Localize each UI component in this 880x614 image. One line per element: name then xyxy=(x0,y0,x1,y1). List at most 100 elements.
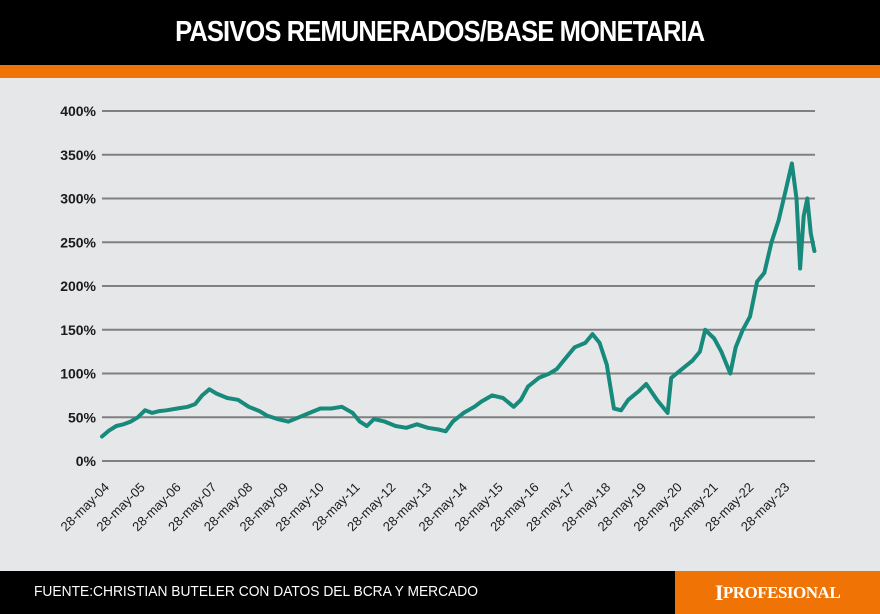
y-tick-label: 150% xyxy=(60,322,96,338)
data-point xyxy=(669,376,674,380)
data-point xyxy=(572,345,577,350)
data-point xyxy=(536,376,541,380)
data-point xyxy=(404,425,409,430)
data-point xyxy=(121,422,126,427)
data-point xyxy=(590,332,595,336)
data-point xyxy=(680,367,684,371)
data-point xyxy=(619,408,623,413)
header-bar: PASIVOS REMUNERADOS/BASE MONETARIA xyxy=(0,0,880,65)
data-point xyxy=(143,408,147,413)
data-point xyxy=(393,424,398,428)
data-point xyxy=(436,427,441,432)
line-chart: 0%50%100%150%200%250%300%350%400%28-may-… xyxy=(58,103,817,534)
data-point xyxy=(604,362,609,367)
data-point xyxy=(798,266,802,271)
data-point xyxy=(665,411,670,415)
y-tick-label: 200% xyxy=(60,278,96,294)
data-point xyxy=(318,406,323,411)
data-point xyxy=(748,314,752,319)
data-point xyxy=(365,424,369,428)
data-point xyxy=(637,389,641,393)
data-point xyxy=(728,371,733,376)
data-point xyxy=(511,404,516,409)
data-point xyxy=(690,358,695,363)
data-point xyxy=(655,397,659,402)
y-tick-label: 0% xyxy=(76,453,97,469)
data-point xyxy=(200,393,205,398)
data-point xyxy=(107,428,111,433)
data-point xyxy=(114,424,119,428)
series-line xyxy=(100,161,817,439)
data-point xyxy=(472,404,477,409)
accent-bar xyxy=(0,65,880,78)
data-point xyxy=(812,249,817,253)
data-point xyxy=(340,404,344,409)
data-point xyxy=(257,409,262,413)
data-point xyxy=(597,341,602,345)
data-point xyxy=(350,411,355,415)
data-point xyxy=(225,396,230,400)
source-note: FUENTE:CHRISTIAN BUTELER CON DATOS DEL B… xyxy=(34,583,478,600)
y-tick-label: 400% xyxy=(60,103,96,119)
data-point xyxy=(372,417,376,421)
data-point xyxy=(175,406,179,411)
data-point xyxy=(501,396,505,400)
y-tick-label: 250% xyxy=(60,234,96,250)
y-tick-label: 50% xyxy=(68,409,97,425)
data-point xyxy=(186,404,190,409)
data-point xyxy=(307,411,312,415)
data-point xyxy=(554,367,559,371)
data-point xyxy=(490,393,495,398)
data-point xyxy=(479,399,484,404)
data-point xyxy=(286,419,290,424)
data-point xyxy=(519,397,523,402)
data-point xyxy=(100,434,104,439)
data-point xyxy=(526,384,530,389)
chart-title: PASIVOS REMUNERADOS/BASE MONETARIA xyxy=(175,16,705,48)
data-point xyxy=(329,406,333,411)
iprofesional-logo: I PROFESIONAL xyxy=(675,571,880,614)
data-point xyxy=(809,231,813,236)
data-point xyxy=(698,349,702,354)
data-point xyxy=(741,327,745,332)
data-point xyxy=(769,240,774,245)
data-point xyxy=(443,429,448,434)
data-point xyxy=(612,406,616,411)
data-point xyxy=(275,417,280,421)
data-point xyxy=(128,419,133,424)
footer-bar: FUENTE:CHRISTIAN BUTELER CON DATOS DEL B… xyxy=(0,571,880,614)
data-point xyxy=(246,404,251,409)
data-point xyxy=(164,408,169,413)
data-point xyxy=(644,382,648,386)
data-point xyxy=(790,161,794,166)
data-point xyxy=(719,349,724,354)
data-point xyxy=(562,358,566,363)
data-point xyxy=(583,341,588,345)
y-tick-label: 100% xyxy=(60,366,96,382)
data-point xyxy=(264,413,269,418)
data-point xyxy=(755,279,759,284)
data-point xyxy=(357,419,362,424)
data-point xyxy=(150,411,154,415)
y-tick-label: 350% xyxy=(60,147,96,163)
data-point xyxy=(193,402,197,406)
data-point xyxy=(451,419,455,424)
data-point xyxy=(425,425,430,430)
data-point xyxy=(461,411,466,415)
data-point xyxy=(794,196,799,201)
data-point xyxy=(383,419,387,424)
data-point xyxy=(415,422,419,427)
data-point xyxy=(626,397,631,402)
data-point xyxy=(703,327,708,332)
data-point xyxy=(157,409,162,413)
data-point xyxy=(136,415,140,420)
data-point xyxy=(776,218,781,223)
y-tick-label: 300% xyxy=(60,191,96,207)
data-point xyxy=(762,271,767,275)
data-point xyxy=(207,387,212,392)
data-point xyxy=(236,397,240,402)
data-point xyxy=(805,196,810,201)
data-point xyxy=(733,345,738,350)
data-point xyxy=(547,371,552,376)
data-point xyxy=(297,415,301,420)
